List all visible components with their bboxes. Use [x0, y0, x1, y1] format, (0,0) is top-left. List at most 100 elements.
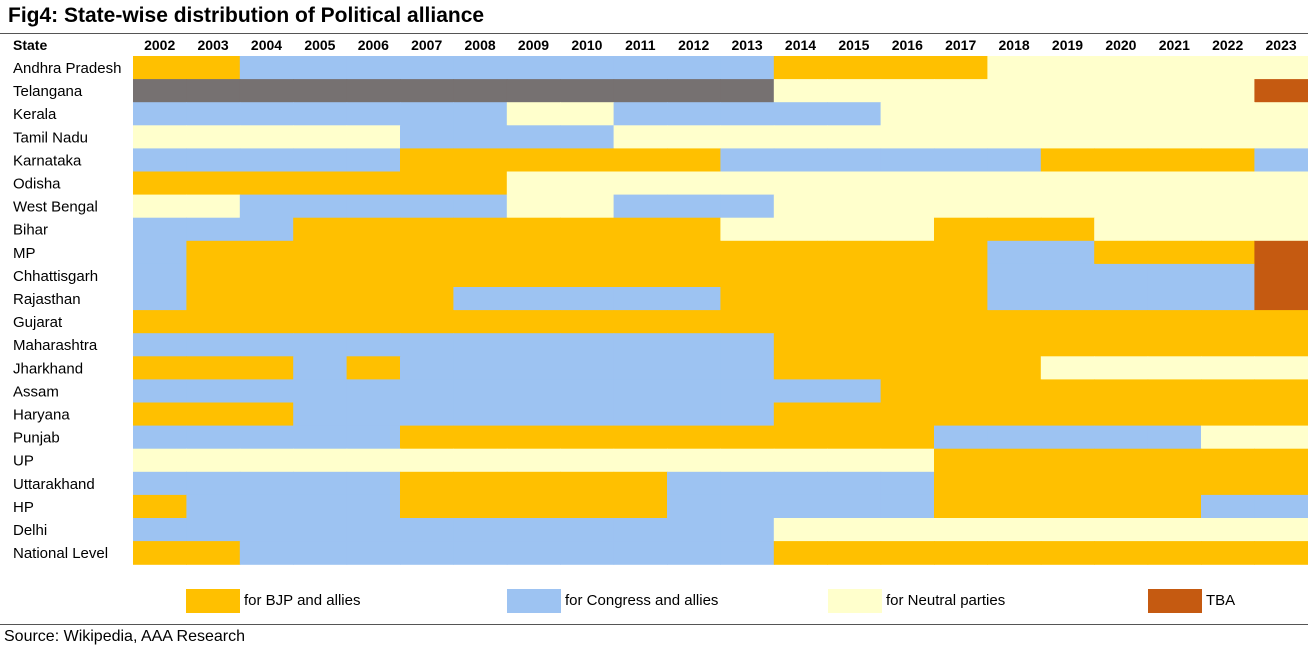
cell-maharashtra-2008 [453, 333, 508, 357]
state-label-rajasthan: Rajasthan [13, 291, 81, 308]
cell-rajasthan-2013 [720, 287, 775, 311]
cell-kerala-2018 [987, 102, 1042, 126]
cell-karnataka-2003 [186, 148, 241, 173]
cell-up-2017 [934, 448, 988, 473]
cell-national-level-2017 [934, 541, 988, 565]
cell-delhi-2013 [720, 518, 775, 542]
cell-telangana-2006 [346, 79, 401, 103]
cell-andhra-pradesh-2016 [880, 56, 935, 80]
cell-national-level-2005 [293, 541, 348, 565]
cell-andhra-pradesh-2003 [186, 56, 241, 80]
cell-assam-2002 [133, 379, 187, 404]
cell-maharashtra-2022 [1201, 333, 1255, 357]
cell-mp-2014 [773, 240, 828, 265]
cell-kerala-2017 [934, 102, 988, 126]
cell-mp-2018 [987, 240, 1042, 265]
cell-hp-2023 [1254, 494, 1308, 519]
cell-kerala-2005 [293, 102, 348, 126]
cell-chhattisgarh-2003 [186, 263, 241, 288]
cell-telangana-2022 [1201, 79, 1255, 103]
cell-uttarakhand-2005 [293, 471, 348, 496]
cell-kerala-2014 [773, 102, 828, 126]
cell-delhi-2003 [186, 518, 241, 542]
cell-chhattisgarh-2020 [1094, 263, 1149, 288]
cell-tamil-nadu-2007 [400, 125, 454, 149]
state-label-telangana: Telangana [13, 83, 83, 100]
cell-chhattisgarh-2006 [346, 263, 401, 288]
cell-gujarat-2005 [293, 310, 348, 334]
state-label-mp: MP [13, 245, 36, 262]
cell-maharashtra-2016 [880, 333, 935, 357]
cell-up-2004 [239, 448, 294, 473]
state-label-haryana: Haryana [13, 407, 70, 424]
cell-rajasthan-2018 [987, 287, 1042, 311]
cell-bihar-2018 [987, 217, 1042, 242]
cell-punjab-2004 [239, 425, 294, 450]
cell-jharkhand-2014 [773, 356, 828, 380]
cell-chhattisgarh-2019 [1040, 263, 1095, 288]
cell-kerala-2021 [1147, 102, 1202, 126]
cell-bihar-2014 [773, 217, 828, 242]
cell-up-2015 [827, 448, 882, 473]
cell-andhra-pradesh-2007 [400, 56, 454, 80]
cell-rajasthan-2022 [1201, 287, 1255, 311]
cell-rajasthan-2008 [453, 287, 508, 311]
cell-jharkhand-2023 [1254, 356, 1308, 380]
cell-bihar-2002 [133, 217, 187, 242]
cell-odisha-2011 [613, 171, 668, 196]
cell-national-level-2016 [880, 541, 935, 565]
cell-gujarat-2018 [987, 310, 1042, 334]
cell-maharashtra-2020 [1094, 333, 1149, 357]
cell-bihar-2023 [1254, 217, 1308, 242]
cell-odisha-2013 [720, 171, 775, 196]
cell-national-level-2019 [1040, 541, 1095, 565]
cell-punjab-2019 [1040, 425, 1095, 450]
cell-odisha-2017 [934, 171, 988, 196]
year-header-2007: 2007 [411, 37, 442, 53]
state-label-up: UP [13, 453, 34, 470]
cell-haryana-2010 [560, 402, 615, 427]
cell-up-2003 [186, 448, 241, 473]
cell-gujarat-2013 [720, 310, 775, 334]
cell-rajasthan-2005 [293, 287, 348, 311]
year-header-2008: 2008 [465, 37, 496, 53]
cell-up-2020 [1094, 448, 1149, 473]
cell-west-bengal-2022 [1201, 194, 1255, 219]
cell-telangana-2009 [506, 79, 561, 103]
cell-haryana-2011 [613, 402, 668, 427]
cell-assam-2004 [239, 379, 294, 404]
cell-bihar-2016 [880, 217, 935, 242]
cell-west-bengal-2020 [1094, 194, 1149, 219]
cell-west-bengal-2007 [400, 194, 454, 219]
cell-delhi-2006 [346, 518, 401, 542]
state-label-chhattisgarh: Chhattisgarh [13, 268, 98, 285]
cell-delhi-2017 [934, 518, 988, 542]
cell-telangana-2014 [773, 79, 828, 103]
cell-delhi-2008 [453, 518, 508, 542]
cell-rajasthan-2004 [239, 287, 294, 311]
cell-haryana-2023 [1254, 402, 1308, 427]
cell-west-bengal-2002 [133, 194, 187, 219]
cell-karnataka-2007 [400, 148, 454, 173]
cell-haryana-2012 [667, 402, 721, 427]
cell-hp-2022 [1201, 494, 1255, 519]
cell-chhattisgarh-2021 [1147, 263, 1202, 288]
cell-andhra-pradesh-2018 [987, 56, 1042, 80]
cell-west-bengal-2021 [1147, 194, 1202, 219]
cell-mp-2002 [133, 240, 187, 265]
cell-chhattisgarh-2008 [453, 263, 508, 288]
cell-punjab-2021 [1147, 425, 1202, 450]
cell-up-2008 [453, 448, 508, 473]
cell-hp-2003 [186, 494, 241, 519]
cell-uttarakhand-2002 [133, 471, 187, 496]
cell-national-level-2012 [667, 541, 721, 565]
cell-uttarakhand-2019 [1040, 471, 1095, 496]
state-label-andhra-pradesh: Andhra Pradesh [13, 60, 121, 77]
cell-telangana-2004 [239, 79, 294, 103]
cell-delhi-2022 [1201, 518, 1255, 542]
cell-gujarat-2021 [1147, 310, 1202, 334]
cell-odisha-2004 [239, 171, 294, 196]
cell-up-2022 [1201, 448, 1255, 473]
cell-chhattisgarh-2007 [400, 263, 454, 288]
year-header-2013: 2013 [732, 37, 763, 53]
